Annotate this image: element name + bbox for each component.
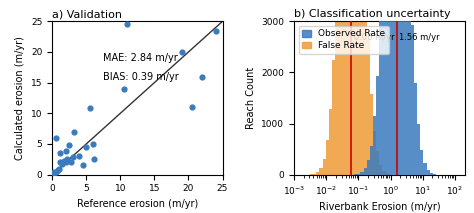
Bar bbox=[357, 0, 360, 175]
Bar bbox=[322, 159, 326, 175]
Point bbox=[198, 75, 206, 78]
Point bbox=[178, 50, 185, 54]
Text: MAE: 2.84 m/yr: MAE: 2.84 m/yr bbox=[103, 53, 178, 63]
Bar bbox=[326, 140, 329, 175]
Bar bbox=[367, 160, 370, 175]
Bar bbox=[376, 76, 379, 175]
Point bbox=[56, 151, 64, 155]
X-axis label: Riverbank Erosion (m/yr): Riverbank Erosion (m/yr) bbox=[319, 202, 440, 212]
Bar bbox=[420, 150, 423, 175]
Bar bbox=[360, 172, 364, 175]
Bar bbox=[383, 171, 386, 175]
Bar bbox=[379, 166, 383, 175]
Bar bbox=[405, 0, 408, 175]
Point bbox=[64, 158, 71, 161]
Bar bbox=[417, 124, 420, 175]
Bar bbox=[398, 0, 401, 175]
Bar bbox=[433, 174, 436, 175]
Bar bbox=[341, 0, 345, 175]
Point bbox=[86, 107, 93, 110]
Bar bbox=[354, 174, 357, 175]
Point bbox=[76, 155, 83, 158]
Bar bbox=[364, 0, 367, 175]
Bar bbox=[383, 0, 386, 175]
Point bbox=[56, 161, 64, 164]
Point bbox=[59, 162, 66, 165]
Bar bbox=[319, 168, 322, 175]
Bar bbox=[354, 0, 357, 175]
Bar bbox=[370, 146, 373, 175]
Bar bbox=[348, 0, 351, 175]
Y-axis label: Calculated erosion (m/yr): Calculated erosion (m/yr) bbox=[15, 36, 26, 160]
Bar bbox=[367, 39, 370, 175]
Bar bbox=[373, 116, 376, 175]
Bar bbox=[389, 174, 392, 175]
Text: b) Classification uncertainty: b) Classification uncertainty bbox=[294, 9, 451, 19]
Bar bbox=[395, 0, 398, 175]
Point bbox=[91, 158, 98, 161]
Bar bbox=[373, 131, 376, 175]
Bar bbox=[313, 174, 316, 175]
Bar bbox=[379, 4, 383, 175]
Point bbox=[52, 170, 59, 174]
Point bbox=[82, 145, 90, 149]
Point bbox=[212, 29, 219, 32]
Bar bbox=[392, 0, 395, 175]
Bar bbox=[389, 0, 392, 175]
Point bbox=[53, 136, 60, 140]
Bar bbox=[357, 174, 360, 175]
Point bbox=[62, 161, 70, 164]
Bar bbox=[364, 168, 367, 175]
Bar bbox=[345, 0, 348, 175]
Point bbox=[60, 160, 67, 163]
Bar bbox=[332, 60, 335, 175]
Text: a) Validation: a) Validation bbox=[52, 9, 122, 19]
Text: 1.56 m/yr: 1.56 m/yr bbox=[399, 33, 439, 42]
Bar bbox=[360, 0, 364, 175]
Point bbox=[69, 156, 76, 159]
Bar bbox=[351, 0, 354, 175]
Legend: Observed Rate, False Rate: Observed Rate, False Rate bbox=[299, 26, 389, 54]
Point bbox=[89, 142, 97, 146]
Bar bbox=[376, 151, 379, 175]
Point bbox=[55, 167, 63, 170]
Bar bbox=[430, 173, 433, 175]
Bar bbox=[427, 170, 430, 175]
Point bbox=[65, 144, 73, 147]
Point bbox=[50, 171, 57, 174]
Point bbox=[188, 105, 196, 109]
Point bbox=[50, 170, 58, 173]
Bar bbox=[401, 0, 405, 175]
Bar bbox=[370, 94, 373, 175]
Point bbox=[123, 23, 131, 26]
Text: 0.06 m/yr: 0.06 m/yr bbox=[354, 33, 394, 42]
Bar bbox=[423, 163, 427, 175]
Text: BIAS: 0.39 m/yr: BIAS: 0.39 m/yr bbox=[103, 72, 179, 82]
Point bbox=[79, 164, 87, 167]
Bar bbox=[329, 109, 332, 175]
Point bbox=[67, 161, 75, 164]
Bar bbox=[414, 83, 417, 175]
Bar bbox=[335, 0, 338, 175]
Bar bbox=[386, 173, 389, 175]
Bar bbox=[316, 172, 319, 175]
Bar bbox=[408, 0, 411, 175]
Bar bbox=[411, 25, 414, 175]
Bar bbox=[338, 0, 341, 175]
Bar bbox=[310, 174, 313, 175]
Point bbox=[63, 150, 70, 153]
X-axis label: Reference erosion (m/yr): Reference erosion (m/yr) bbox=[77, 199, 198, 209]
Bar bbox=[386, 0, 389, 175]
Point bbox=[120, 87, 128, 91]
Y-axis label: Reach Count: Reach Count bbox=[246, 67, 256, 129]
Point bbox=[54, 168, 62, 171]
Point bbox=[70, 130, 78, 133]
